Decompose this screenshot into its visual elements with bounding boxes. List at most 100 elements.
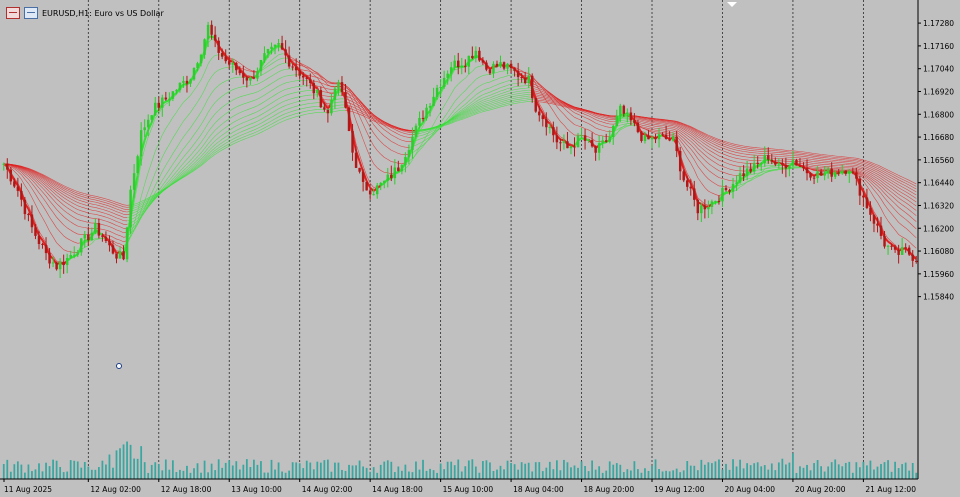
ribbon-segment — [264, 92, 269, 96]
fast-ma-segment — [560, 138, 565, 142]
ribbon-segment — [299, 62, 304, 65]
ribbon-segment — [299, 114, 304, 117]
ribbon-segment — [306, 65, 311, 69]
ribbon-segment — [218, 138, 223, 143]
ribbon-segment — [747, 151, 751, 153]
ribbon-segment — [560, 102, 565, 105]
ribbon-segment — [577, 109, 582, 111]
ribbon-segment — [373, 145, 378, 151]
ribbon-segment — [465, 116, 469, 119]
ribbon-segment — [355, 108, 360, 117]
ribbon-segment — [109, 218, 114, 221]
ribbon-segment — [151, 194, 156, 198]
ribbon-segment — [176, 142, 181, 149]
ribbon-segment — [729, 159, 734, 162]
ribbon-segment — [211, 135, 216, 141]
volume-bar — [858, 467, 861, 479]
candle-body — [235, 62, 238, 71]
ribbon-segment — [246, 108, 251, 111]
ribbon-segment — [398, 128, 402, 130]
ribbon-segment — [806, 163, 811, 166]
ribbon-segment — [454, 113, 459, 117]
ribbon-segment — [123, 204, 128, 206]
ribbon-segment — [74, 193, 78, 196]
ribbon-segment — [715, 157, 720, 161]
ribbon-segment — [35, 187, 40, 194]
ribbon-segment — [570, 105, 575, 108]
candle-body — [136, 156, 139, 174]
ribbon-segment — [694, 135, 698, 140]
ribbon-segment — [708, 146, 713, 149]
candle-body — [411, 136, 414, 151]
ribbon-segment — [211, 72, 216, 77]
ribbon-segment — [31, 188, 36, 195]
ribbon-segment — [151, 193, 156, 197]
ribbon-segment — [718, 149, 723, 151]
ribbon-segment — [303, 65, 307, 68]
ribbon-segment — [454, 115, 459, 118]
ribbon-segment — [486, 99, 491, 102]
ribbon-segment — [518, 100, 522, 102]
ribbon-segment — [116, 214, 121, 217]
candle-body — [51, 262, 55, 264]
ribbon-segment — [426, 129, 431, 131]
ribbon-segment — [651, 131, 656, 134]
ribbon-segment — [28, 172, 33, 176]
ribbon-segment — [909, 184, 913, 188]
ribbon-segment — [253, 98, 258, 101]
ribbon-segment — [687, 138, 691, 142]
ribbon-segment — [88, 240, 92, 242]
volume-bar — [844, 462, 847, 479]
ribbon-segment — [704, 175, 709, 180]
ribbon-segment — [454, 115, 459, 119]
candle-body — [220, 52, 224, 57]
ribbon-segment — [694, 159, 699, 167]
ribbon-segment — [511, 93, 515, 96]
ribbon-segment — [91, 206, 96, 208]
ribbon-segment — [870, 165, 875, 168]
ribbon-segment — [56, 242, 61, 247]
volume-bar — [171, 460, 174, 479]
ribbon-segment — [549, 94, 554, 97]
ribbon-segment — [465, 106, 469, 110]
ribbon-segment — [535, 88, 540, 91]
ribbon-segment — [905, 188, 910, 191]
ribbon-segment — [246, 101, 251, 104]
ribbon-segment — [701, 182, 706, 188]
ribbon-segment — [535, 86, 540, 89]
ribbon-segment — [193, 146, 198, 152]
ribbon-segment — [70, 201, 75, 205]
ribbon-segment — [59, 206, 64, 211]
volume-bar — [80, 467, 83, 479]
ribbon-segment — [24, 169, 29, 172]
ribbon-segment — [761, 168, 765, 170]
ribbon-segment — [28, 168, 33, 171]
candle-body — [837, 172, 840, 174]
volume-bar — [915, 472, 918, 479]
candle-body — [449, 67, 453, 74]
ribbon-segment — [102, 219, 107, 222]
ribbon-segment — [222, 127, 226, 131]
chart-shift-marker-icon[interactable] — [727, 2, 737, 7]
ribbon-segment — [870, 170, 875, 173]
trade-marker-icon[interactable] — [116, 363, 122, 369]
ribbon-segment — [88, 198, 92, 200]
ribbon-segment — [362, 103, 367, 108]
ribbon-segment — [147, 202, 152, 207]
ribbon-segment — [327, 80, 332, 83]
volume-bar — [34, 469, 37, 479]
volume-bar — [661, 471, 664, 479]
ribbon-segment — [387, 125, 392, 128]
ribbon-segment — [141, 200, 145, 204]
ribbon-segment — [454, 118, 459, 121]
volume-bar — [714, 461, 717, 479]
ribbon-segment — [687, 126, 691, 130]
volume-bar — [457, 459, 460, 479]
candle-body — [675, 136, 678, 152]
ribbon-segment — [281, 105, 286, 108]
ribbon-segment — [718, 139, 723, 141]
ribbon-segment — [704, 133, 709, 136]
ribbon-segment — [902, 176, 906, 179]
volume-bar — [904, 462, 907, 479]
